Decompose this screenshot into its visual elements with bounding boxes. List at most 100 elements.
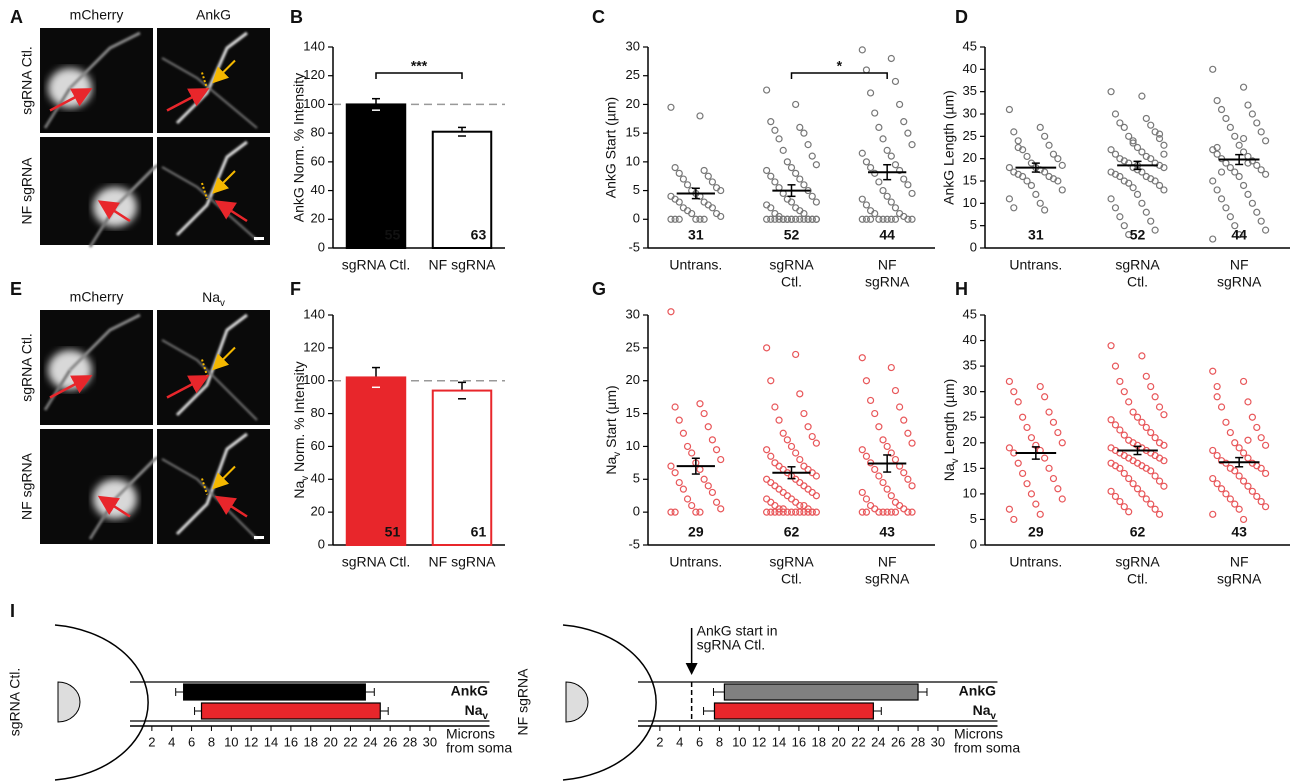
data-point <box>1058 439 1066 447</box>
data-point <box>1041 454 1049 462</box>
data-point <box>1120 503 1128 511</box>
data-point <box>1005 377 1014 386</box>
data-point <box>1244 101 1252 109</box>
data-point <box>704 172 712 180</box>
n-label: 55 <box>385 227 401 243</box>
x-tick-label: sgRNA <box>865 571 910 587</box>
data-point <box>1138 148 1146 156</box>
x-tick-label: NF <box>1230 554 1249 570</box>
data-point <box>775 215 783 223</box>
data-point <box>1257 128 1265 136</box>
data-point <box>1116 172 1124 181</box>
data-point <box>767 508 775 516</box>
y-tick-label: 100 <box>303 372 325 387</box>
x-tick-label: 14 <box>264 734 278 749</box>
start-marker <box>201 478 208 495</box>
y-axis-label-main: Na <box>291 481 307 499</box>
data-point <box>763 86 771 94</box>
data-point <box>1125 474 1133 483</box>
range-bar <box>713 702 874 720</box>
data-point <box>887 215 895 223</box>
panel-letter: C <box>592 7 605 27</box>
red-arrow <box>214 495 248 518</box>
data-point <box>1239 449 1248 457</box>
data-point <box>804 508 812 516</box>
x-tick-label: 30 <box>423 734 437 749</box>
y-tick-label: 140 <box>303 38 325 53</box>
y-tick-label: 0 <box>633 211 640 226</box>
data-point <box>904 215 912 223</box>
y-tick-label: 100 <box>303 96 325 111</box>
data-point <box>1226 213 1234 221</box>
y-tick-label: 120 <box>303 339 325 354</box>
x-tick-label: 28 <box>403 734 417 749</box>
data-point <box>675 198 683 206</box>
scale-bar <box>254 237 264 240</box>
data-point <box>1213 143 1221 152</box>
data-point <box>1125 179 1133 187</box>
n-label: 44 <box>879 227 895 243</box>
data-point <box>1129 137 1137 145</box>
data-point <box>779 465 787 474</box>
bar <box>345 376 407 546</box>
significance-label: * <box>837 58 843 74</box>
data-point <box>883 485 891 493</box>
data-point <box>1129 480 1137 488</box>
x-tick-label: 24 <box>363 734 377 749</box>
data-point <box>717 505 725 513</box>
x-tick-label: sgRNA <box>1217 274 1262 290</box>
data-point <box>1010 515 1018 524</box>
x-tick-label: sgRNA <box>1115 257 1160 273</box>
data-point <box>1111 110 1120 118</box>
data-point <box>879 186 887 195</box>
data-point <box>904 508 912 516</box>
data-point <box>763 495 771 503</box>
data-point <box>767 478 775 487</box>
data-point <box>779 146 787 154</box>
data-point <box>1217 403 1226 411</box>
data-point <box>1142 114 1150 123</box>
y-tick-label: 25 <box>626 339 640 354</box>
y-tick-label: 0 <box>318 536 325 551</box>
data-point <box>1151 505 1159 513</box>
micrograph-content <box>43 31 141 129</box>
data-point <box>708 436 717 444</box>
data-point <box>679 429 687 437</box>
x-tick-label: 20 <box>831 734 845 749</box>
data-point <box>1014 143 1022 152</box>
data-point <box>891 498 900 506</box>
red-arrow <box>49 88 93 112</box>
data-point <box>783 158 791 166</box>
data-point <box>883 192 891 200</box>
x-tick-label: 12 <box>752 734 766 749</box>
data-point <box>879 215 887 223</box>
data-point <box>1142 423 1150 432</box>
data-point <box>1209 235 1217 243</box>
data-point <box>804 423 812 431</box>
data-point <box>862 215 871 223</box>
data-point <box>1213 186 1221 194</box>
n-label: 44 <box>1231 227 1247 243</box>
data-point <box>1261 469 1270 478</box>
series-label-sub: v <box>991 711 997 722</box>
data-point <box>1160 411 1168 419</box>
x-tick-label: Ctl. <box>781 571 802 587</box>
data-point <box>900 175 908 183</box>
data-point <box>862 66 871 74</box>
bar <box>431 130 493 249</box>
data-point <box>792 449 800 457</box>
y-tick-label: 25 <box>626 67 640 82</box>
data-point <box>1155 181 1164 190</box>
neurite <box>161 458 258 540</box>
x-tick-label: 10 <box>732 734 746 749</box>
y-tick-label: 5 <box>970 217 977 232</box>
x-tick-label: Untrans. <box>669 554 722 570</box>
data-point <box>1054 177 1062 185</box>
panel-letter: A <box>10 7 23 27</box>
y-tick-label: 30 <box>626 306 640 321</box>
y-tick-label: 35 <box>963 83 977 98</box>
y-tick-label: 0 <box>318 239 325 254</box>
data-point <box>1107 487 1115 495</box>
data-point <box>1058 186 1066 194</box>
